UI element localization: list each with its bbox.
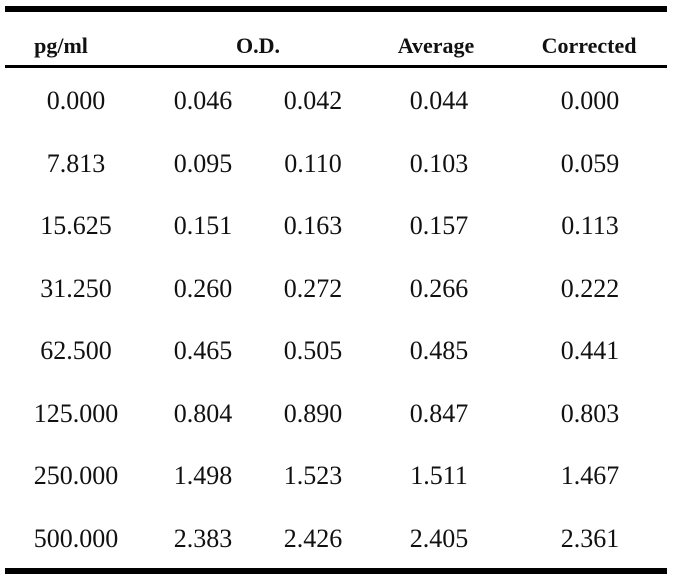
cell-average: 0.157 (409, 211, 469, 240)
cell-od1: 0.804 (173, 398, 233, 428)
cell-pgml: 125.000 (33, 398, 119, 428)
cell-average: 0.044 (409, 86, 469, 115)
header-average: Average (397, 33, 475, 58)
cell-average: 0.485 (409, 336, 469, 365)
table-top-rule (5, 6, 667, 12)
cell-od1: 2.383 (173, 523, 233, 553)
cell-corrected: 0.222 (560, 273, 620, 303)
cell-corrected: 0.441 (560, 336, 620, 365)
cell-od2: 0.110 (284, 148, 342, 178)
cell-average: 0.847 (409, 398, 469, 428)
cell-corrected: 0.000 (560, 86, 620, 115)
cell-corrected: 0.803 (560, 398, 620, 428)
cell-average: 0.103 (409, 148, 469, 178)
header-od: O.D. (236, 33, 280, 58)
cell-od2: 0.890 (283, 398, 343, 428)
cell-corrected: 1.467 (560, 461, 620, 490)
header-pgml: pg/ml (34, 33, 88, 58)
cell-od2: 0.505 (283, 336, 343, 365)
cell-od1: 0.260 (173, 273, 233, 303)
cell-pgml: 0.000 (46, 86, 106, 115)
cell-pgml: 7.813 (46, 148, 106, 178)
cell-pgml: 62.500 (40, 336, 112, 365)
cell-od2: 0.163 (283, 211, 343, 240)
cell-pgml: 15.625 (40, 211, 112, 240)
cell-pgml: 250.000 (33, 461, 119, 490)
cell-od2: 0.272 (283, 273, 343, 303)
table-bottom-rule (5, 568, 667, 574)
cell-od2: 1.523 (283, 461, 343, 490)
cell-od1: 1.498 (173, 461, 233, 490)
cell-od1: 0.046 (173, 86, 233, 115)
cell-average: 1.511 (410, 461, 468, 490)
cell-od1: 0.095 (173, 148, 233, 178)
cell-average: 2.405 (409, 523, 469, 553)
cell-od2: 0.042 (283, 86, 343, 115)
cell-od1: 0.465 (173, 336, 233, 365)
cell-corrected: 0.059 (560, 148, 620, 178)
cell-corrected: 2.361 (560, 523, 620, 553)
cell-pgml: 31.250 (40, 273, 112, 303)
cell-od2: 2.426 (283, 523, 343, 553)
cell-od1: 0.151 (173, 211, 233, 240)
cell-average: 0.266 (409, 273, 469, 303)
header-rule (5, 65, 667, 68)
cell-corrected: 0.113 (561, 211, 619, 240)
cell-pgml: 500.000 (33, 523, 119, 553)
header-corrected: Corrected (541, 33, 637, 58)
